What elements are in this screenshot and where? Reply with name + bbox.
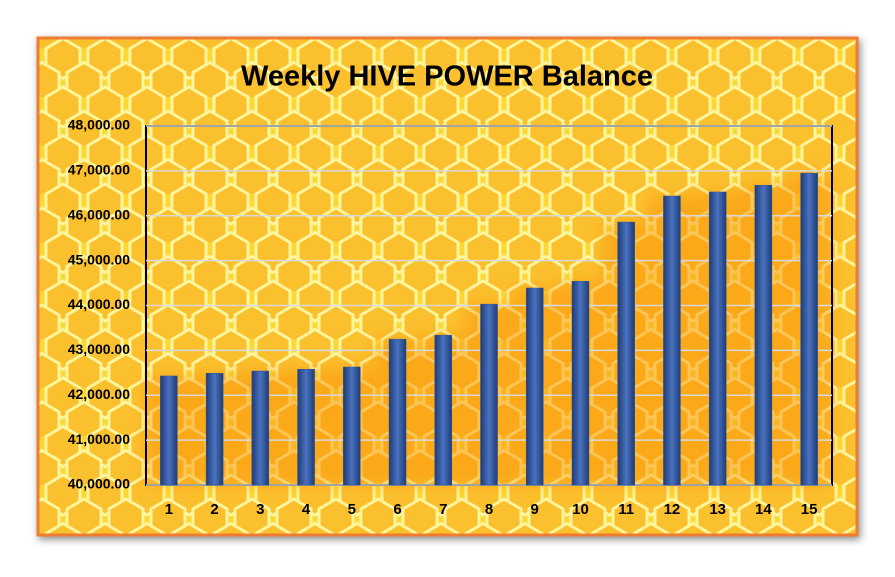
x-tick-label: 5 [348,501,356,518]
x-tick-label: 12 [664,501,681,518]
bar [343,366,361,486]
y-tick-label: 41,000.00 [68,431,130,447]
y-tick-label: 42,000.00 [68,386,130,402]
bar [160,375,178,486]
bar [754,184,773,486]
bar [480,303,498,486]
bar [525,287,544,486]
bar [571,281,590,486]
y-tick-label: 48,000.00 [68,117,130,133]
y-tick-label: 44,000.00 [68,296,130,312]
x-tick-label: 15 [801,501,818,518]
bar [434,334,453,486]
bar [617,221,635,486]
bar [663,195,681,486]
y-tick-label: 40,000.00 [68,476,130,492]
y-tick-label: 46,000.00 [68,206,130,222]
x-tick-label: 13 [709,501,726,518]
bar [388,338,407,486]
bar [708,191,727,486]
x-tick-label: 4 [302,501,311,518]
y-tick-label: 45,000.00 [68,251,130,267]
chart-title: Weekly HIVE POWER Balance [241,61,653,93]
x-tick-label: 9 [531,501,539,518]
y-tick-label: 47,000.00 [68,162,130,178]
x-tick-label: 14 [755,501,772,518]
y-tick-label: 43,000.00 [68,341,130,357]
x-tick-label: 6 [393,501,401,518]
x-tick-label: 1 [165,501,173,518]
x-tick-label: 10 [572,501,589,518]
bar [251,370,270,486]
bar [297,368,315,486]
x-tick-label: 2 [210,501,218,518]
x-tick-label: 3 [256,501,264,518]
x-tick-label: 11 [618,501,634,518]
bar [800,172,818,486]
x-tick-label: 8 [485,501,493,518]
bar [205,373,224,486]
x-tick-label: 7 [439,501,447,518]
